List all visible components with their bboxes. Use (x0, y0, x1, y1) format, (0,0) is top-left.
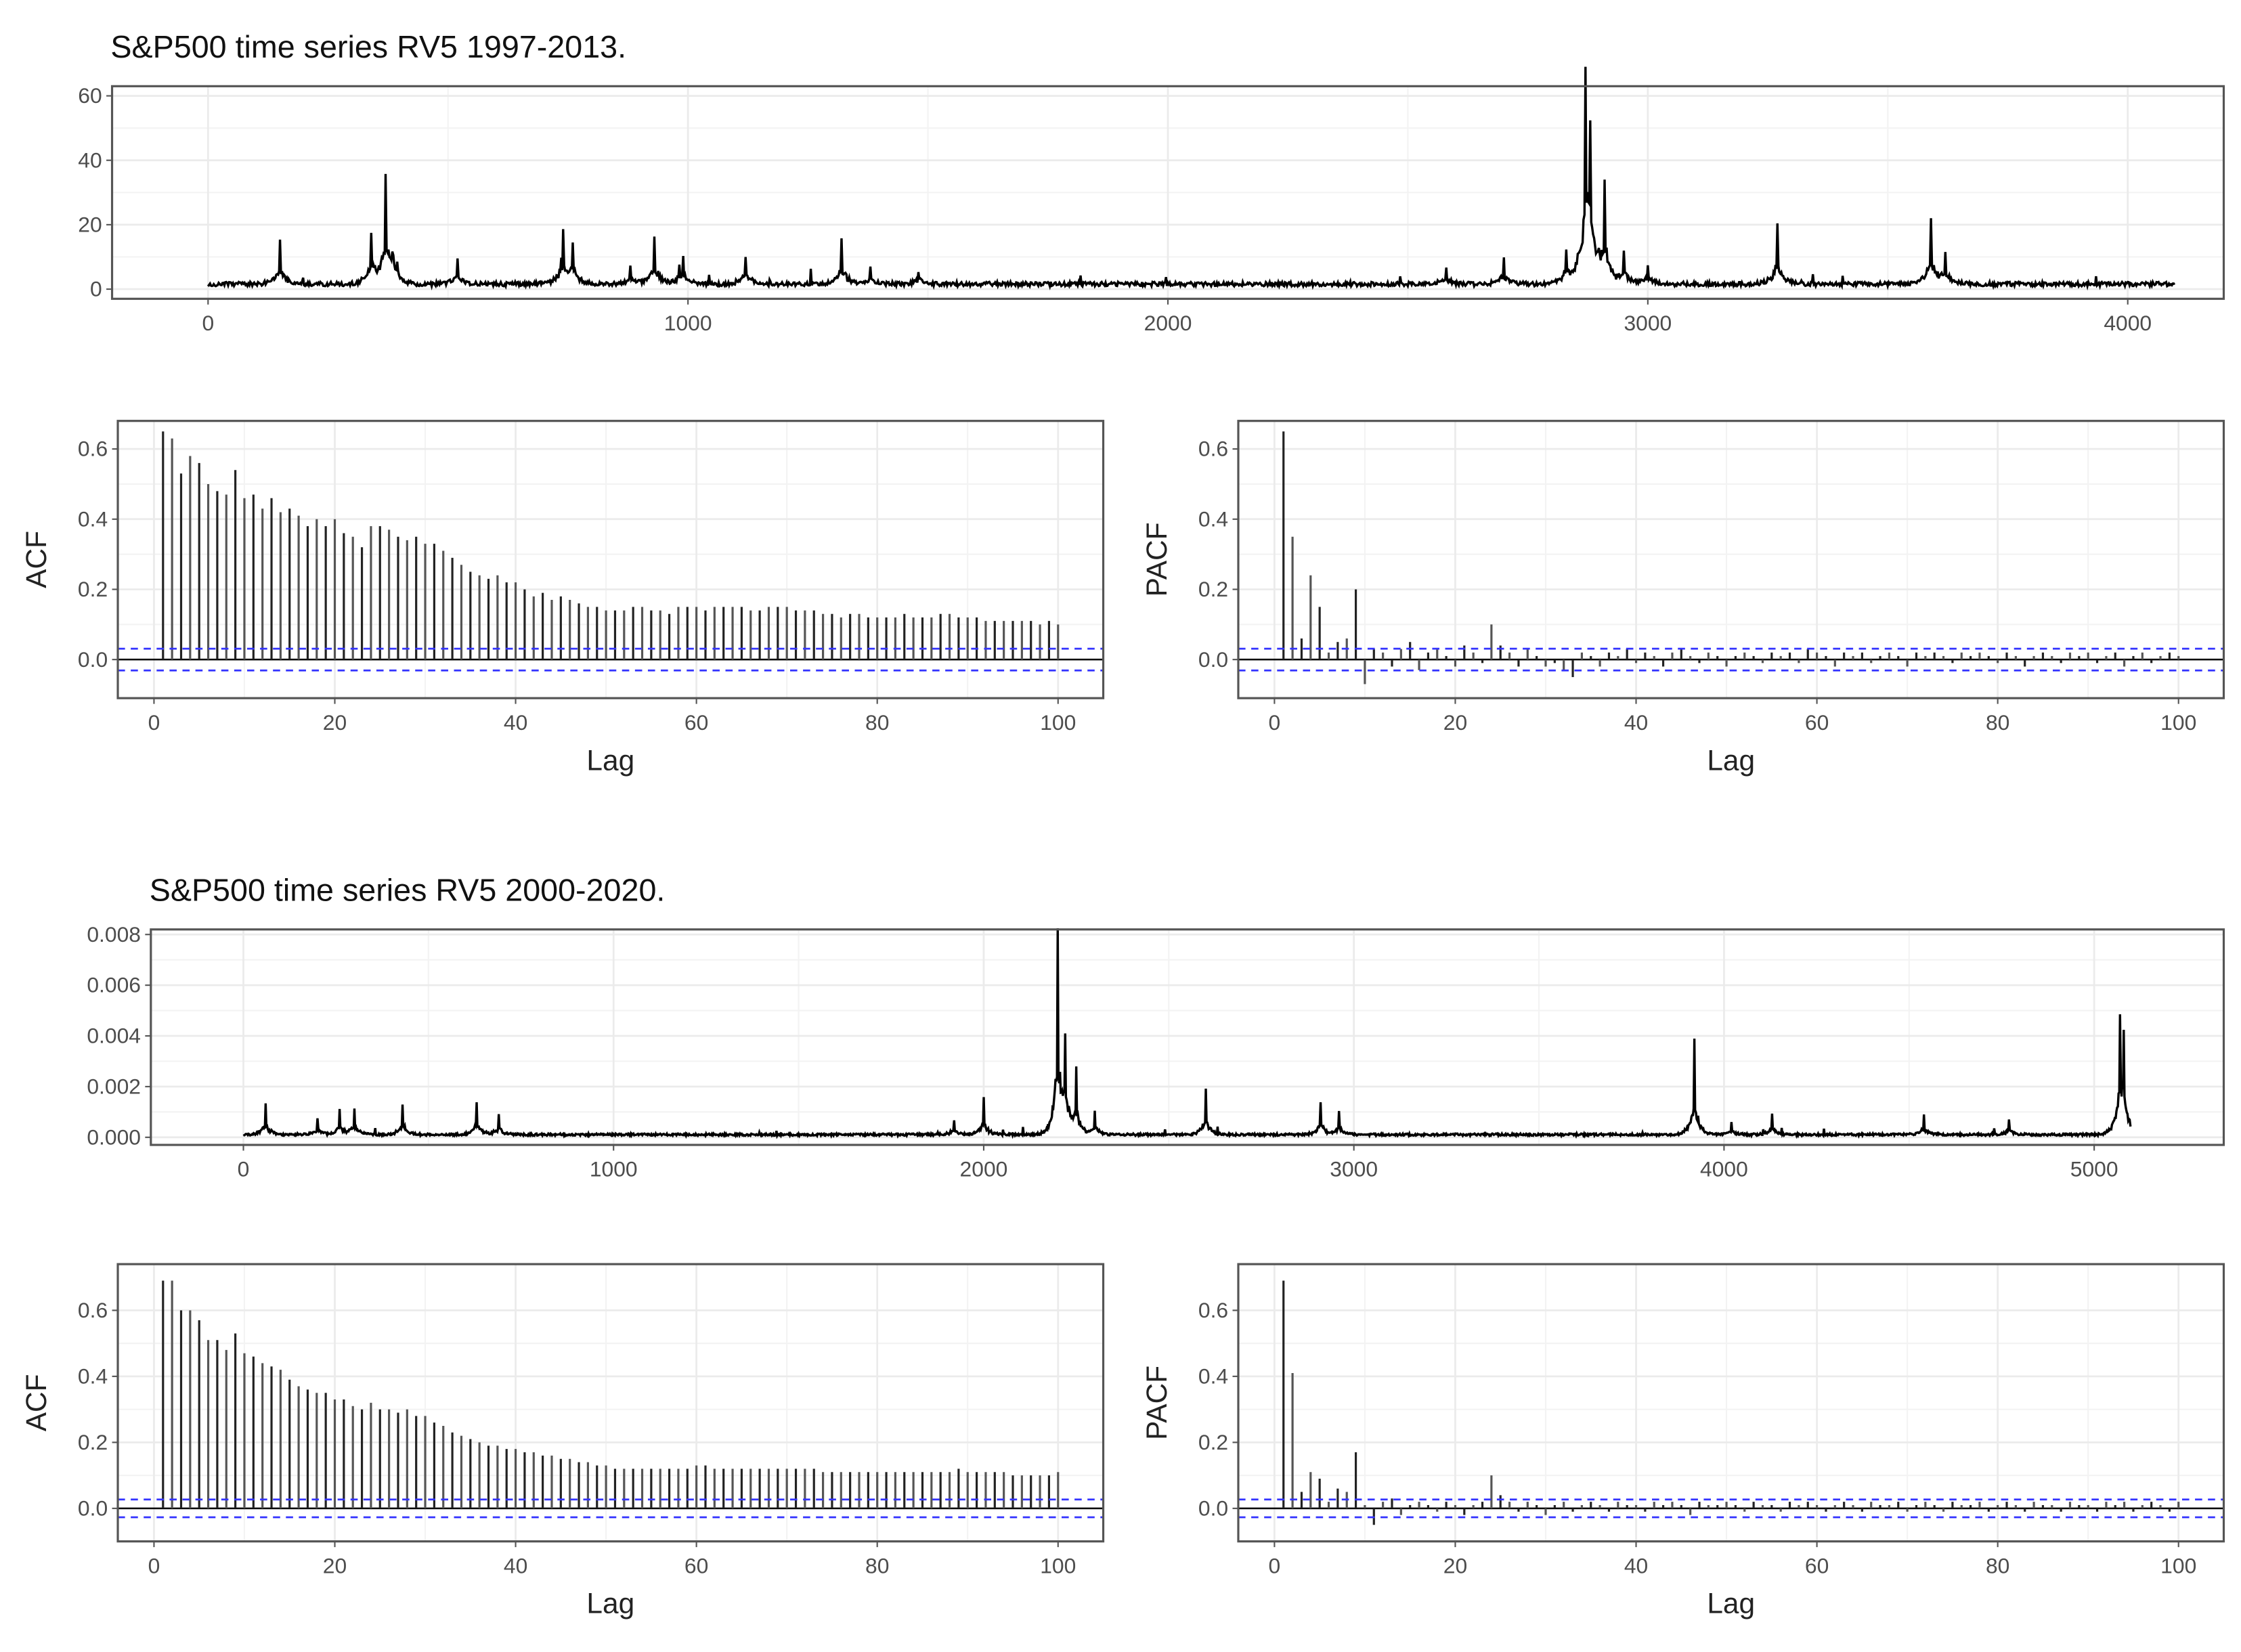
y-axis-label: ACF (20, 531, 52, 588)
x-tick-label: 40 (1624, 1553, 1648, 1578)
x-tick-label: 80 (1986, 710, 2009, 735)
chart-title: S&P500 time series RV5 1997-2013. (110, 29, 626, 64)
x-axis-label: Lag (586, 744, 634, 776)
y-axis-label: PACF (1141, 1366, 1173, 1440)
x-axis-label: Lag (1707, 1588, 1755, 1620)
series-line (242, 928, 2132, 1139)
x-tick-label: 1000 (590, 1157, 638, 1181)
panel-border (1237, 1263, 2225, 1543)
chart-acf2: 0.0 0.2 0.4 0.6 0 20 40 60 80 100 Lag ACF (20, 1263, 1105, 1620)
x-tick-label: 20 (323, 710, 347, 735)
x-tick-label: 1000 (664, 311, 712, 335)
y-axis-label: PACF (1141, 522, 1173, 596)
y-tick-label: 0.6 (78, 1298, 108, 1322)
x-tick-label: 0 (148, 1553, 160, 1578)
x-tick-label: 4000 (1700, 1157, 1748, 1181)
y-tick-label: 0.2 (78, 577, 108, 601)
x-tick-label: 40 (504, 710, 527, 735)
x-tick-label: 60 (1805, 1553, 1829, 1578)
y-tick-label: 0.002 (87, 1074, 141, 1099)
x-axis-label: Lag (1707, 744, 1755, 776)
panel-border (116, 420, 1105, 699)
x-tick-label: 3000 (1624, 311, 1672, 335)
y-tick-label: 0.0 (1198, 647, 1228, 672)
x-tick-label: 3000 (1330, 1157, 1378, 1181)
x-tick-label: 40 (1624, 710, 1648, 735)
chart-acf1: 0.0 0.2 0.4 0.6 0 20 40 60 80 100 Lag ACF (20, 420, 1105, 776)
y-tick-label: 0.4 (1198, 1364, 1228, 1388)
y-tick-label: 0.0 (1198, 1496, 1228, 1520)
y-tick-label: 0.6 (1198, 1298, 1228, 1322)
panel-border (1237, 420, 2225, 699)
x-tick-label: 2000 (1144, 311, 1192, 335)
chart-ts1: 0 20 40 60 0 1000 2000 3000 4000 S&P500 time seri… (78, 29, 2225, 335)
y-tick-label: 0.4 (1198, 506, 1228, 531)
y-tick-label: 20 (78, 213, 102, 237)
x-tick-label: 100 (2160, 710, 2196, 735)
x-tick-label: 4000 (2104, 311, 2152, 335)
plot-background (1238, 420, 2224, 699)
x-tick-label: 0 (202, 311, 214, 335)
panel-border (150, 928, 2225, 1146)
x-tick-label: 0 (1269, 1553, 1281, 1578)
y-tick-label: 0.0 (78, 1496, 108, 1520)
y-tick-label: 0 (90, 277, 102, 301)
y-tick-label: 0.2 (1198, 1430, 1228, 1454)
y-tick-label: 0.0 (78, 647, 108, 672)
y-axis-label: ACF (20, 1374, 52, 1431)
y-tick-label: 0.008 (87, 922, 141, 947)
x-tick-label: 80 (865, 710, 889, 735)
chart-ts2: 0.000 0.002 0.004 0.006 0.008 0 1000 2000 3000 40… (87, 872, 2225, 1181)
x-tick-label: 100 (1040, 710, 1076, 735)
y-tick-label: 0.6 (78, 437, 108, 461)
chart-pacf2: 0.0 0.2 0.4 0.6 0 20 40 60 80 100 Lag PACF (1141, 1263, 2225, 1620)
x-axis-label: Lag (586, 1588, 634, 1620)
panel-border (116, 1263, 1105, 1543)
x-tick-label: 2000 (960, 1157, 1008, 1181)
y-tick-label: 40 (78, 148, 102, 172)
x-tick-label: 5000 (2070, 1157, 2118, 1181)
y-tick-label: 0.6 (1198, 437, 1228, 461)
x-tick-label: 0 (148, 710, 160, 735)
chart-title: S&P500 time series RV5 2000-2020. (150, 872, 666, 907)
x-tick-label: 80 (865, 1553, 889, 1578)
x-tick-label: 60 (684, 1553, 708, 1578)
y-tick-label: 0.4 (78, 506, 108, 531)
x-tick-label: 20 (323, 1553, 347, 1578)
x-tick-label: 100 (2160, 1553, 2196, 1578)
x-tick-label: 80 (1986, 1553, 2009, 1578)
plot-background (118, 420, 1104, 699)
y-tick-label: 0.004 (87, 1024, 141, 1048)
x-tick-label: 60 (684, 710, 708, 735)
y-tick-label: 0.006 (87, 973, 141, 997)
chart-pacf1: 0.0 0.2 0.4 0.6 0 20 40 60 80 100 Lag PACF (1141, 420, 2225, 776)
y-tick-label: 60 (78, 83, 102, 108)
panel-border (110, 85, 2225, 300)
x-tick-label: 20 (1443, 1553, 1467, 1578)
y-tick-label: 0.2 (78, 1430, 108, 1454)
x-tick-label: 100 (1040, 1553, 1076, 1578)
x-tick-label: 0 (1269, 710, 1281, 735)
x-tick-label: 0 (238, 1157, 250, 1181)
x-tick-label: 20 (1443, 710, 1467, 735)
y-tick-label: 0.000 (87, 1125, 141, 1149)
series-line (206, 66, 2176, 291)
y-tick-label: 0.4 (78, 1364, 108, 1388)
x-tick-label: 60 (1805, 710, 1829, 735)
plot-background (150, 929, 2224, 1146)
x-tick-label: 40 (504, 1553, 527, 1578)
y-tick-label: 0.2 (1198, 577, 1228, 601)
